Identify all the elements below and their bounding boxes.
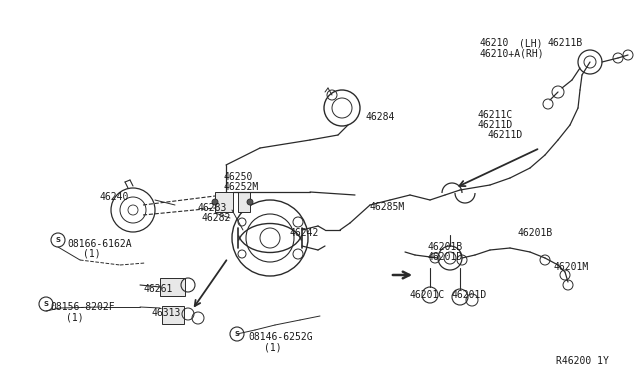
Circle shape (212, 199, 218, 205)
Text: 46285M: 46285M (370, 202, 405, 212)
Text: 46210: 46210 (480, 38, 509, 48)
Text: 46242: 46242 (290, 228, 319, 238)
Text: R46200 1Y: R46200 1Y (556, 356, 609, 366)
Text: (1): (1) (264, 342, 282, 352)
Text: 46250: 46250 (224, 172, 253, 182)
Text: 08156-8202F: 08156-8202F (50, 302, 115, 312)
Text: S: S (234, 331, 239, 337)
Text: 46211D: 46211D (478, 120, 513, 130)
Bar (160, 278, 185, 296)
Bar (162, 306, 184, 324)
Text: 46201B: 46201B (517, 228, 552, 238)
Text: 46252M: 46252M (224, 182, 259, 192)
Text: 46240: 46240 (100, 192, 129, 202)
Text: S: S (44, 301, 49, 307)
Text: 46210+A(RH): 46210+A(RH) (480, 48, 545, 58)
Text: 46211C: 46211C (478, 110, 513, 120)
Text: (1): (1) (66, 312, 84, 322)
Text: 46211B: 46211B (548, 38, 583, 48)
Text: 46201B: 46201B (428, 242, 463, 252)
Text: 46284: 46284 (365, 112, 394, 122)
Text: 46283: 46283 (198, 203, 227, 213)
Text: (LH): (LH) (519, 38, 543, 48)
Text: 46211D: 46211D (488, 130, 524, 140)
Text: 08166-6162A: 08166-6162A (67, 239, 132, 249)
Text: 46201C: 46201C (410, 290, 445, 300)
Text: 08146-6252G: 08146-6252G (248, 332, 312, 342)
Text: 46282: 46282 (201, 213, 230, 223)
Bar (238, 192, 250, 212)
Text: 46261: 46261 (144, 284, 173, 294)
Text: S: S (56, 237, 61, 243)
Circle shape (247, 199, 253, 205)
Text: 46201D: 46201D (428, 252, 463, 262)
Text: (1): (1) (83, 249, 100, 259)
Bar (215, 192, 233, 212)
Text: 46201D: 46201D (452, 290, 487, 300)
Text: 46201M: 46201M (554, 262, 589, 272)
Text: 46313: 46313 (152, 308, 181, 318)
